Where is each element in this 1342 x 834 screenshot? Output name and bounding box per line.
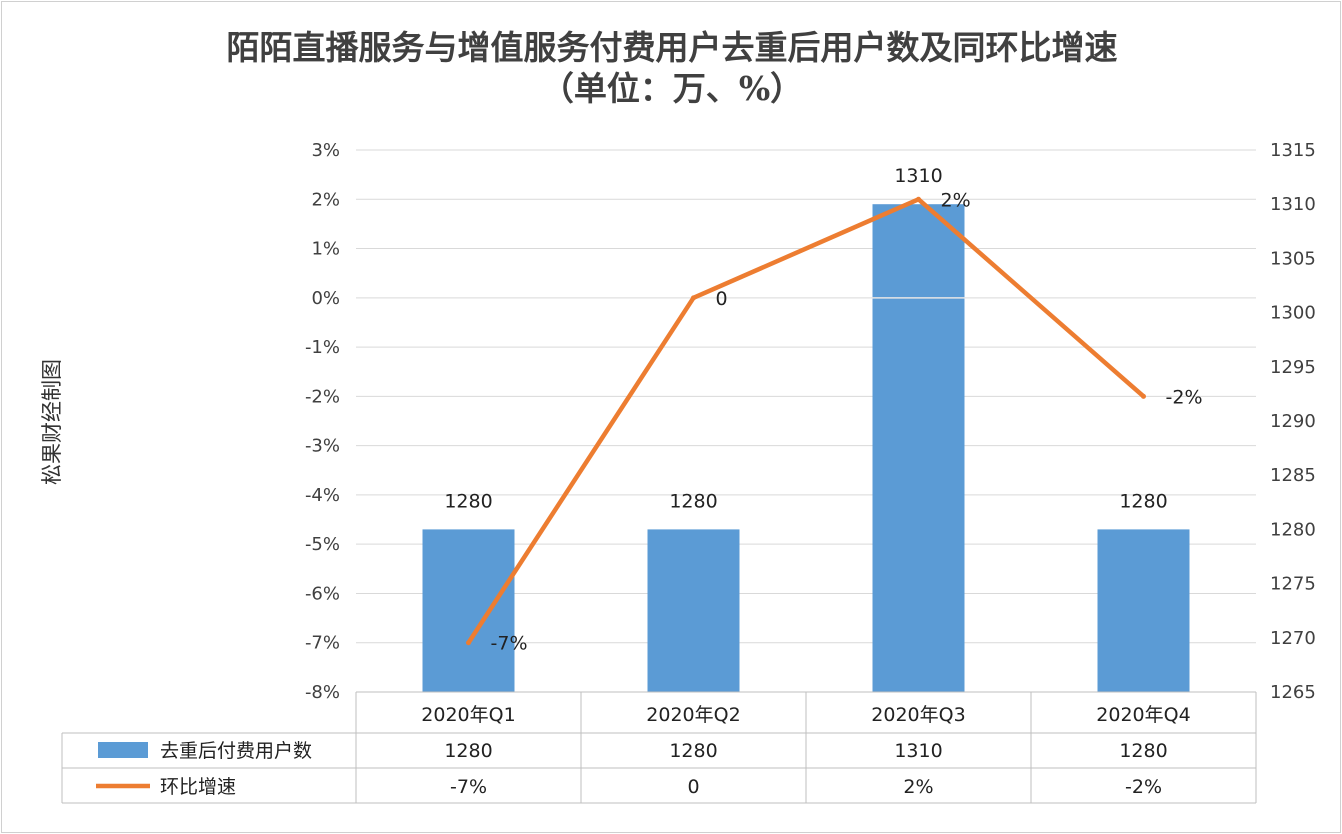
left-tick-label: 1% xyxy=(311,239,340,260)
left-tick-label: 0% xyxy=(311,288,340,309)
right-tick-label: 1270 xyxy=(1270,628,1316,649)
line-series: -7% 0 2% -2% xyxy=(466,189,1203,655)
right-tick-label: 1285 xyxy=(1270,465,1316,486)
left-tick-label: -5% xyxy=(305,534,340,555)
legend-bar-label: 去重后付费用户数 xyxy=(160,740,312,762)
left-tick-label: -3% xyxy=(305,436,340,457)
line-data-label: 2% xyxy=(941,189,971,211)
side-label: 松果财经制图 xyxy=(40,359,64,485)
category-label: 2020年Q3 xyxy=(871,704,965,726)
bar xyxy=(647,529,740,692)
right-tick-label: 1275 xyxy=(1270,574,1316,595)
bar xyxy=(872,204,965,692)
table-cell-users: 1280 xyxy=(669,740,717,762)
left-tick-label: 3% xyxy=(311,140,340,161)
line-point xyxy=(1141,393,1146,399)
right-tick-label: 1265 xyxy=(1270,682,1316,703)
bar xyxy=(1097,529,1190,692)
right-tick-label: 1310 xyxy=(1270,194,1316,215)
line-point xyxy=(916,196,921,202)
right-tick-label: 1305 xyxy=(1270,248,1316,269)
bar-data-label: 1280 xyxy=(669,490,717,512)
line-point xyxy=(691,295,696,301)
line-point xyxy=(466,640,471,646)
table-cell-growth: 2% xyxy=(903,776,933,798)
left-tick-label: -7% xyxy=(305,633,340,654)
data-table: 2020年Q1 1280 -7% 2020年Q2 1280 0 2020年Q3 1310 2% 2… xyxy=(61,691,1257,804)
table-cell-growth: -7% xyxy=(450,776,487,798)
right-tick-label: 1280 xyxy=(1270,519,1316,540)
bar-series: 1280 1280 1310 1280 xyxy=(356,165,1256,692)
category-label: 2020年Q2 xyxy=(646,704,740,726)
left-tick-label: 2% xyxy=(311,189,340,210)
bar-data-label: 1280 xyxy=(444,490,492,512)
left-axis-ticks: 3% 2% 1% 0% -1% -2% -3% -4% -5% -6% -7% -8% xyxy=(305,140,340,703)
chart-subtitle: （单位：万、%） xyxy=(541,69,803,108)
table-cell-users: 1280 xyxy=(444,740,492,762)
left-tick-label: -2% xyxy=(305,386,340,407)
line-data-label: -7% xyxy=(491,633,528,655)
left-tick-label: -4% xyxy=(305,485,340,506)
right-tick-label: 1315 xyxy=(1270,140,1316,161)
line-path xyxy=(466,197,1145,644)
legend-line-label: 环比增速 xyxy=(160,776,236,798)
line-data-label: -2% xyxy=(1166,386,1203,408)
right-axis-ticks: 1315 1310 1305 1300 1295 1290 1285 1280 1275 1270… xyxy=(1270,140,1316,703)
right-tick-label: 1290 xyxy=(1270,411,1316,432)
category-label: 2020年Q4 xyxy=(1096,704,1190,726)
table-cell-users: 1280 xyxy=(1119,740,1167,762)
left-tick-label: -8% xyxy=(305,682,340,703)
line-data-label: 0 xyxy=(716,288,728,310)
right-tick-label: 1300 xyxy=(1270,303,1316,324)
table-cell-growth: -2% xyxy=(1125,776,1162,798)
bar xyxy=(422,529,515,692)
right-tick-label: 1295 xyxy=(1270,357,1316,378)
left-tick-label: -6% xyxy=(305,583,340,604)
bar-data-label: 1310 xyxy=(894,165,942,187)
category-label: 2020年Q1 xyxy=(421,704,515,726)
table-cell-users: 1310 xyxy=(894,740,942,762)
chart-title: 陌陌直播服务与增值服务付费用户去重后用户数及同环比增速 xyxy=(227,28,1118,67)
left-tick-label: -1% xyxy=(305,337,340,358)
table-cell-growth: 0 xyxy=(687,776,699,798)
bar-data-label: 1280 xyxy=(1119,490,1167,512)
legend-bar-swatch xyxy=(98,742,148,758)
